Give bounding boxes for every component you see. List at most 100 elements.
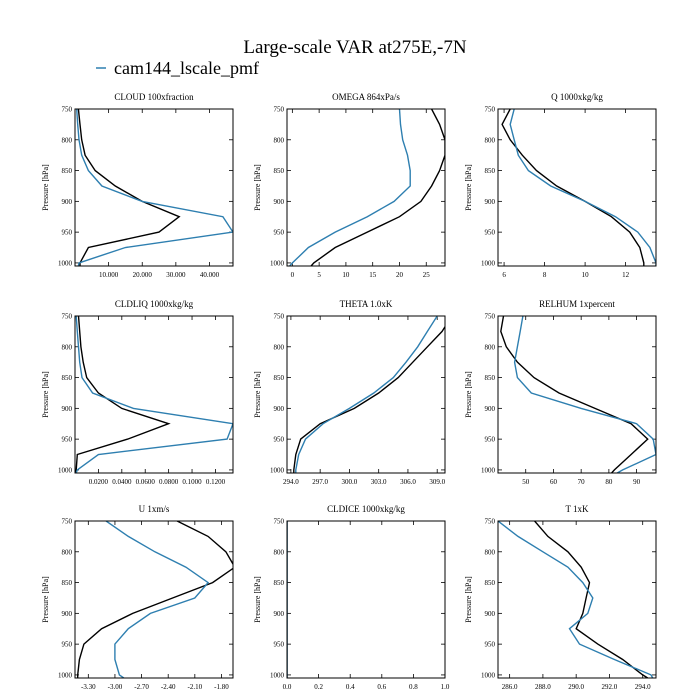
y-tick-label: 800 <box>485 136 496 144</box>
x-tick-label: 0.0600 <box>136 478 156 486</box>
y-axis-label: Pressure [hPa] <box>41 371 50 418</box>
x-tick-label: 80 <box>605 478 613 486</box>
y-tick-label: 1000 <box>481 259 496 267</box>
y-tick-label: 750 <box>485 518 496 526</box>
series-line-model <box>75 316 233 473</box>
x-tick-label: 20 <box>396 271 404 279</box>
y-tick-label: 950 <box>274 229 285 237</box>
y-tick-label: 850 <box>485 167 496 175</box>
plot-frame <box>74 108 234 267</box>
series-line-black <box>77 109 181 266</box>
y-tick-label: 900 <box>62 610 73 618</box>
figure-title: Large-scale VAR at275E,-7N <box>243 37 466 58</box>
y-tick-label: 950 <box>485 229 496 237</box>
x-tick-label: 10.000 <box>99 271 119 279</box>
y-tick-label: 850 <box>274 167 285 175</box>
x-tick-label: -1.80 <box>214 683 229 691</box>
plot-frame <box>497 108 657 267</box>
x-tick-label: -3.30 <box>81 683 96 691</box>
y-tick-label: 750 <box>485 106 496 114</box>
x-tick-label: 0.1000 <box>182 478 202 486</box>
plot-frame <box>497 520 657 679</box>
y-tick-label: 800 <box>485 548 496 556</box>
chart-panel: Q 1000xkg/kg Pressure [hPa] 750 800 850 900 95… <box>464 92 657 279</box>
y-axis-label: Pressure [hPa] <box>253 164 262 211</box>
chart-panel: CLDLIQ 1000xkg/kg Pressure [hPa] 750 800 850… <box>41 299 234 486</box>
plot-frame <box>286 108 446 267</box>
plot-frame <box>286 315 446 474</box>
series-line-model <box>498 521 654 678</box>
chart-panel: OMEGA 864xPa/s Pressure [hPa] 750 800 850 900… <box>253 92 446 279</box>
x-tick-label: 8 <box>543 271 547 279</box>
x-tick-label: 292.0 <box>602 683 618 691</box>
x-tick-label: 303.0 <box>371 478 387 486</box>
x-tick-label: 50 <box>522 478 530 486</box>
y-tick-label: 750 <box>62 106 73 114</box>
y-tick-label: 850 <box>62 374 73 382</box>
y-tick-label: 800 <box>274 548 285 556</box>
panel-title: CLOUD 100xfraction <box>114 92 194 102</box>
x-tick-label: 0.4 <box>346 683 355 691</box>
x-tick-label: 70 <box>578 478 586 486</box>
x-tick-label: -3.00 <box>108 683 123 691</box>
panel-title: CLDLIQ 1000xkg/kg <box>115 299 194 309</box>
y-axis-label: Pressure [hPa] <box>464 576 473 623</box>
y-tick-label: 750 <box>62 518 73 526</box>
y-tick-label: 750 <box>274 313 285 321</box>
y-tick-label: 900 <box>62 198 73 206</box>
x-tick-label: 25 <box>423 271 431 279</box>
series-line-black <box>76 521 233 678</box>
x-tick-label: 10 <box>342 271 350 279</box>
x-tick-label: 286.0 <box>502 683 518 691</box>
plot-frame <box>497 315 657 474</box>
panel-title: T 1xK <box>565 504 589 514</box>
y-axis-label: Pressure [hPa] <box>464 371 473 418</box>
x-tick-label: 0 <box>291 271 295 279</box>
y-tick-label: 900 <box>274 610 285 618</box>
x-tick-label: 0.0400 <box>112 478 132 486</box>
x-tick-label: 6 <box>502 271 506 279</box>
x-tick-label: 294.0 <box>283 478 299 486</box>
x-tick-label: 20.000 <box>133 271 153 279</box>
chart-panel: THETA 1.0xK Pressure [hPa] 750 800 850 900 950… <box>253 299 446 486</box>
x-tick-label: 1.0 <box>441 683 450 691</box>
y-tick-label: 1000 <box>58 259 73 267</box>
series-line-model <box>513 316 656 473</box>
y-tick-label: 800 <box>62 548 73 556</box>
y-tick-label: 900 <box>274 405 285 413</box>
y-tick-label: 800 <box>485 343 496 351</box>
y-tick-label: 1000 <box>58 466 73 474</box>
y-tick-label: 950 <box>274 641 285 649</box>
y-tick-label: 750 <box>485 313 496 321</box>
x-tick-label: 40.000 <box>200 271 220 279</box>
y-tick-label: 900 <box>485 198 496 206</box>
y-tick-label: 750 <box>274 106 285 114</box>
y-tick-label: 950 <box>485 641 496 649</box>
chart-panel: T 1xK Pressure [hPa] 750 800 850 900 950 1000 28… <box>464 504 657 691</box>
chart-panel: CLDICE 1000xkg/kg Pressure [hPa] 750 800 850… <box>253 504 450 691</box>
y-tick-label: 850 <box>62 579 73 587</box>
y-tick-label: 1000 <box>270 671 285 679</box>
y-tick-label: 800 <box>62 343 73 351</box>
series-line-black <box>75 316 171 473</box>
x-tick-label: 60 <box>550 478 558 486</box>
panel-title: Q 1000xkg/kg <box>551 92 603 102</box>
panel-title: OMEGA 864xPa/s <box>332 92 400 102</box>
series-line-model <box>295 316 438 473</box>
x-tick-label: 0.0800 <box>159 478 179 486</box>
y-tick-label: 900 <box>485 610 496 618</box>
chart-panel: CLOUD 100xfraction Pressure [hPa] 750 800 85… <box>41 92 234 279</box>
plot-frame <box>286 520 446 679</box>
series-line-black <box>293 325 445 473</box>
x-tick-label: 30.000 <box>166 271 186 279</box>
y-tick-label: 950 <box>485 436 496 444</box>
series-line-model <box>105 521 210 678</box>
x-tick-label: 0.2 <box>314 683 323 691</box>
y-axis-label: Pressure [hPa] <box>41 576 50 623</box>
x-tick-label: 306.0 <box>400 478 416 486</box>
x-tick-label: 0.0 <box>283 683 292 691</box>
y-axis-label: Pressure [hPa] <box>253 371 262 418</box>
x-tick-label: 15 <box>369 271 377 279</box>
